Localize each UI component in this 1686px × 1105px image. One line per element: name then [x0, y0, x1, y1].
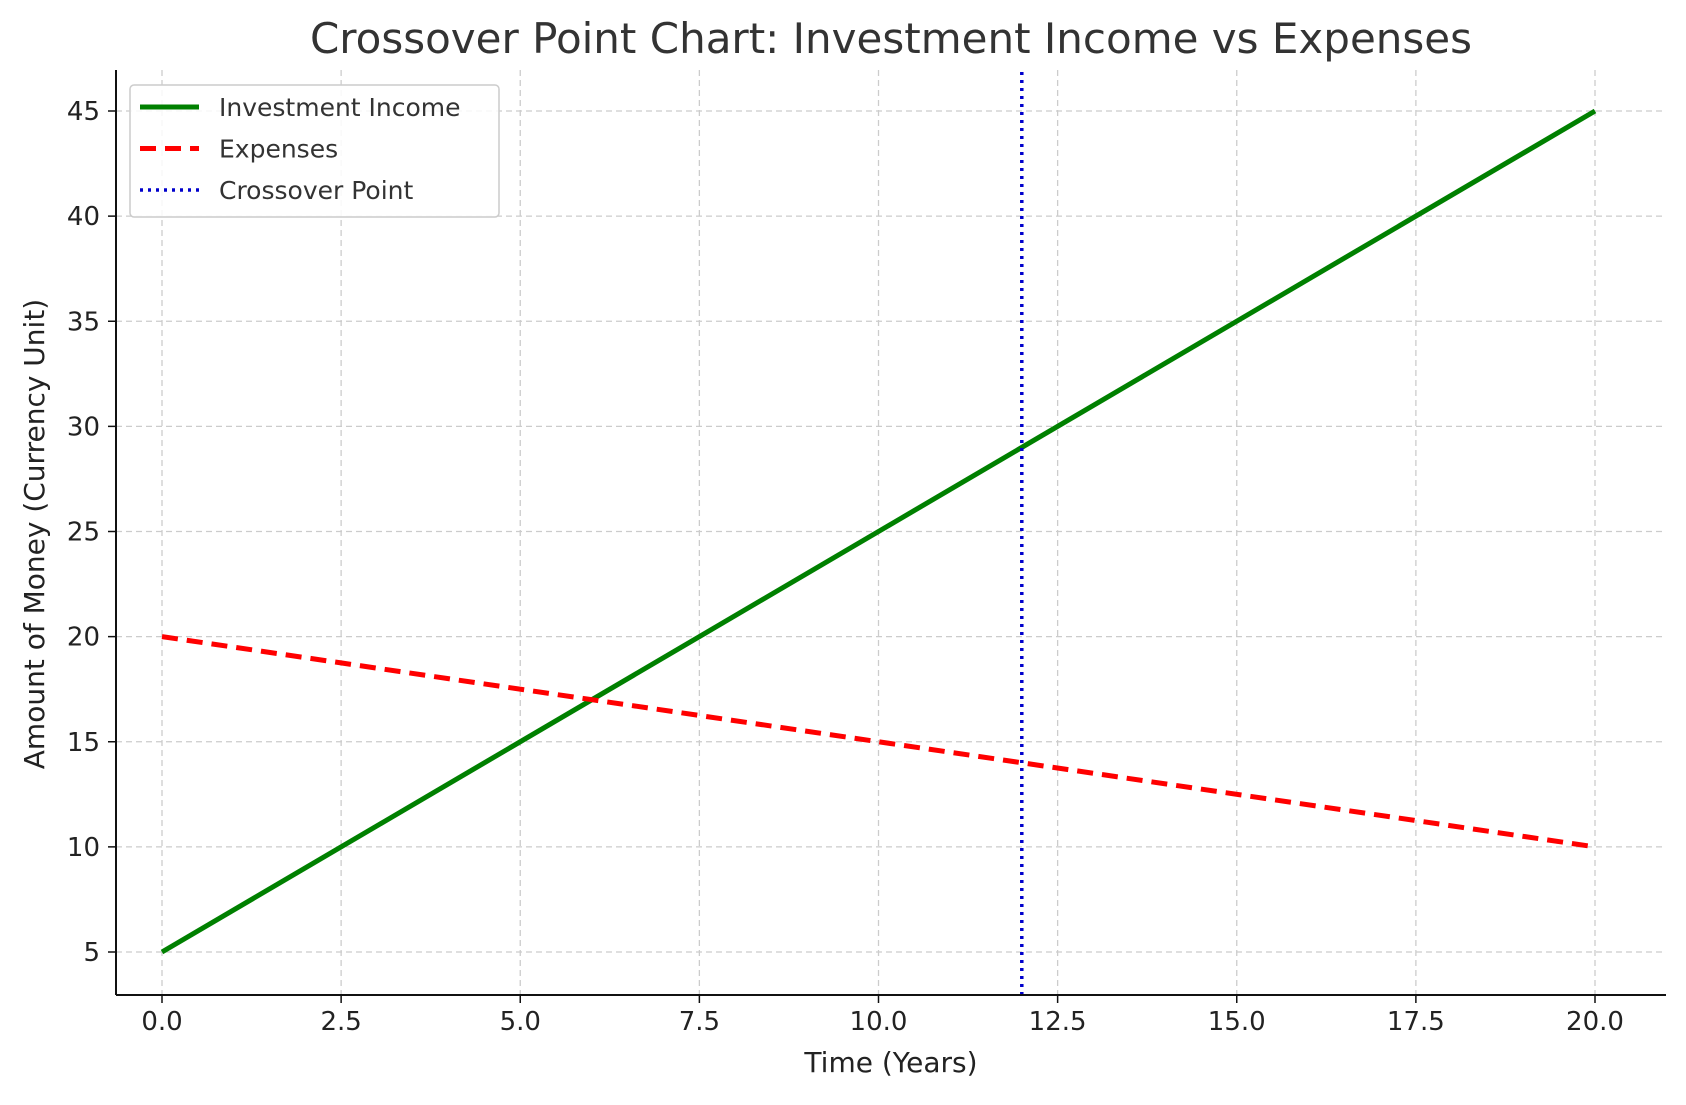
y-tick-label: 30 — [67, 412, 100, 442]
y-tick-label: 5 — [83, 938, 100, 968]
x-tick-label: 10.0 — [850, 1007, 908, 1037]
y-tick-label: 45 — [67, 97, 100, 127]
x-tick-label: 5.0 — [500, 1007, 541, 1037]
y-tick-label: 40 — [67, 202, 100, 232]
x-tick-label: 7.5 — [679, 1007, 720, 1037]
y-tick-label: 20 — [67, 623, 100, 653]
x-axis-label: Time (Years) — [803, 1046, 977, 1079]
series-line-expenses — [161, 634, 1596, 850]
x-tick-label: 12.5 — [1029, 1007, 1087, 1037]
legend-box — [129, 84, 500, 218]
x-tick-label: 15.0 — [1208, 1007, 1266, 1037]
x-tick-label: 0.0 — [141, 1007, 182, 1037]
series-line-investment-income — [160, 108, 1597, 955]
x-tick-label: 20.0 — [1566, 1007, 1624, 1037]
y-tick-label: 15 — [67, 728, 100, 758]
y-tick-label: 35 — [67, 307, 100, 337]
y-tick-label: 25 — [67, 518, 100, 548]
x-tick-label: 2.5 — [320, 1007, 361, 1037]
legend-label: Expenses — [219, 135, 338, 164]
legend: Investment Income Expenses Crossover Point — [129, 84, 500, 218]
legend-label: Crossover Point — [219, 176, 413, 205]
y-axis-label: Amount of Money (Currency Unit) — [18, 299, 51, 769]
legend-label: Investment Income — [219, 93, 461, 122]
x-tick-label: 17.5 — [1387, 1007, 1445, 1037]
chart-title: Crossover Point Chart: Investment Income… — [310, 14, 1472, 63]
y-tick-label: 10 — [67, 833, 100, 863]
